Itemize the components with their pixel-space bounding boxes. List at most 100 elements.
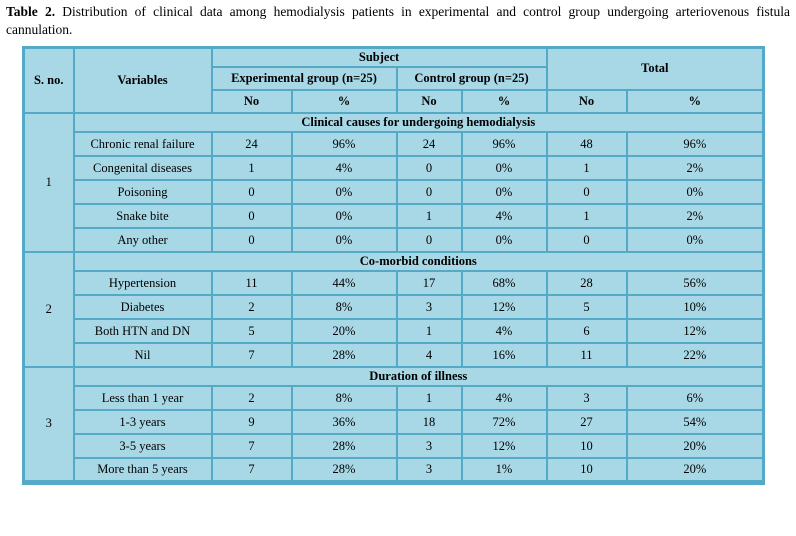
section-number: 2 <box>22 251 75 369</box>
col-header-experimental-group: Experimental group (n=25) <box>210 66 398 92</box>
cell-total-pct: 2% <box>625 203 765 230</box>
cell-ctrl-pct: 68% <box>460 270 548 297</box>
page: Table 2. Distribution of clinical data a… <box>6 3 790 485</box>
cell-ctrl-pct: 96% <box>460 131 548 158</box>
cell-ctrl-no: 0 <box>395 227 463 254</box>
cell-exp-pct: 0% <box>290 227 398 254</box>
cell-variable: Snake bite <box>72 203 213 230</box>
header-row-groups: Experimental group (n=25) Control group … <box>24 66 764 92</box>
cell-ctrl-no: 18 <box>395 409 463 436</box>
cell-ctrl-no: 3 <box>395 433 463 460</box>
cell-ctrl-pct: 0% <box>460 179 548 206</box>
section-title: Duration of illness <box>72 366 765 388</box>
cell-total-no: 10 <box>545 457 628 484</box>
cell-total-pct: 10% <box>625 294 765 321</box>
table-row: Chronic renal failure 24 96% 24 96% 48 96% <box>24 131 765 158</box>
cell-variable: Congenital diseases <box>72 155 213 182</box>
cell-ctrl-pct: 4% <box>460 318 548 345</box>
cell-total-pct: 6% <box>625 385 765 412</box>
section-number: 3 <box>22 366 75 484</box>
cell-exp-pct: 44% <box>290 270 398 297</box>
cell-exp-no: 1 <box>210 155 293 182</box>
cell-exp-pct: 28% <box>290 342 398 369</box>
cell-ctrl-pct: 0% <box>460 227 548 254</box>
cell-exp-pct: 20% <box>290 318 398 345</box>
table-row: 3-5 years 7 28% 3 12% 10 20% <box>24 433 765 460</box>
cell-ctrl-pct: 12% <box>460 433 548 460</box>
cell-ctrl-no: 24 <box>395 131 463 158</box>
cell-total-no: 10 <box>545 433 628 460</box>
cell-variable: Poisoning <box>72 179 213 206</box>
cell-total-no: 1 <box>545 203 628 230</box>
cell-ctrl-no: 1 <box>395 385 463 412</box>
cell-ctrl-no: 17 <box>395 270 463 297</box>
cell-exp-pct: 0% <box>290 203 398 230</box>
cell-variable: Both HTN and DN <box>72 318 213 345</box>
cell-total-no: 5 <box>545 294 628 321</box>
col-header-total-pct: % <box>625 89 765 115</box>
col-header-variables: Variables <box>72 46 213 115</box>
cell-exp-no: 5 <box>210 318 293 345</box>
cell-total-pct: 54% <box>625 409 765 436</box>
cell-exp-no: 0 <box>210 179 293 206</box>
cell-exp-pct: 96% <box>290 131 398 158</box>
cell-ctrl-pct: 4% <box>460 203 548 230</box>
cell-exp-no: 2 <box>210 385 293 412</box>
section-title-row: 2 Co-morbid conditions <box>22 251 765 369</box>
table-row: Hypertension 11 44% 17 68% 28 56% <box>24 270 765 297</box>
cell-total-pct: 56% <box>625 270 765 297</box>
cell-exp-no: 11 <box>210 270 293 297</box>
cell-total-pct: 2% <box>625 155 765 182</box>
cell-ctrl-pct: 12% <box>460 294 548 321</box>
table-row: Congenital diseases 1 4% 0 0% 1 2% <box>24 155 765 182</box>
col-header-s-no: S. no. <box>22 46 75 115</box>
cell-exp-no: 24 <box>210 131 293 158</box>
caption-label: Table 2. <box>6 4 56 19</box>
cell-exp-pct: 4% <box>290 155 398 182</box>
table-row: Less than 1 year 2 8% 1 4% 3 6% <box>24 385 765 412</box>
clinical-data-table: S. no. Variables Subject Total Experimen… <box>22 45 766 485</box>
cell-total-pct: 22% <box>625 342 765 369</box>
cell-exp-pct: 8% <box>290 385 398 412</box>
section-title: Clinical causes for undergoing hemodialy… <box>72 112 765 134</box>
cell-total-no: 11 <box>545 342 628 369</box>
section-title-row: 1 Clinical causes for undergoing hemodial… <box>22 112 765 254</box>
cell-variable: Chronic renal failure <box>72 131 213 158</box>
cell-ctrl-pct: 72% <box>460 409 548 436</box>
cell-ctrl-no: 1 <box>395 318 463 345</box>
table-row: More than 5 years 7 28% 3 1% 10 20% <box>24 457 765 484</box>
header-row-subject: S. no. Variables Subject Total <box>22 46 765 115</box>
table-row: Nil 7 28% 4 16% 11 22% <box>24 342 765 369</box>
cell-total-no: 1 <box>545 155 628 182</box>
cell-ctrl-no: 3 <box>395 294 463 321</box>
cell-exp-no: 0 <box>210 227 293 254</box>
cell-total-no: 48 <box>545 131 628 158</box>
cell-exp-pct: 36% <box>290 409 398 436</box>
cell-ctrl-no: 1 <box>395 203 463 230</box>
table-row: Poisoning 0 0% 0 0% 0 0% <box>24 179 765 206</box>
cell-exp-no: 9 <box>210 409 293 436</box>
section-number: 1 <box>22 112 75 254</box>
cell-ctrl-pct: 1% <box>460 457 548 484</box>
cell-total-no: 0 <box>545 179 628 206</box>
cell-variable: More than 5 years <box>72 457 213 484</box>
cell-total-pct: 0% <box>625 227 765 254</box>
cell-variable: Any other <box>72 227 213 254</box>
cell-exp-no: 7 <box>210 433 293 460</box>
cell-variable: Nil <box>72 342 213 369</box>
cell-variable: Less than 1 year <box>72 385 213 412</box>
cell-total-pct: 96% <box>625 131 765 158</box>
caption-text: Distribution of clinical data among hemo… <box>6 4 790 37</box>
cell-variable: 3-5 years <box>72 433 213 460</box>
table-row: Diabetes 2 8% 3 12% 5 10% <box>24 294 765 321</box>
cell-ctrl-pct: 4% <box>460 385 548 412</box>
table-row: Both HTN and DN 5 20% 1 4% 6 12% <box>24 318 765 345</box>
cell-ctrl-no: 0 <box>395 179 463 206</box>
col-header-total: Total <box>545 46 765 92</box>
cell-variable: Diabetes <box>72 294 213 321</box>
table-caption: Table 2. Distribution of clinical data a… <box>6 3 790 39</box>
cell-exp-no: 0 <box>210 203 293 230</box>
cell-total-no: 28 <box>545 270 628 297</box>
section-title: Co-morbid conditions <box>72 251 765 273</box>
cell-ctrl-no: 0 <box>395 155 463 182</box>
